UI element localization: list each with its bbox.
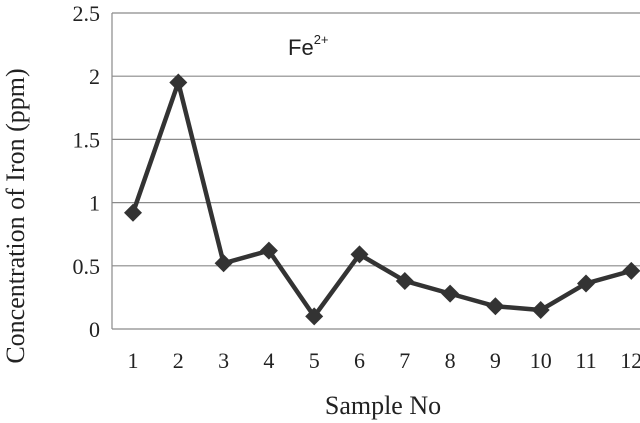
data-point-marker xyxy=(214,254,233,273)
x-tick-label: 6 xyxy=(354,348,365,373)
y-tick-label: 0 xyxy=(89,317,100,342)
data-point-marker xyxy=(124,203,142,222)
x-tick-label: 11 xyxy=(575,348,596,373)
x-tick-label: 10 xyxy=(530,348,552,373)
data-point-marker xyxy=(259,241,278,260)
gridlines xyxy=(112,12,640,330)
data-point-marker xyxy=(169,73,188,92)
x-tick-label: 7 xyxy=(399,348,410,373)
data-point-marker xyxy=(622,261,640,280)
x-tick-label: 5 xyxy=(309,348,320,373)
x-tick-label: 8 xyxy=(445,348,456,373)
x-tick-label: 4 xyxy=(263,348,274,373)
y-tick-label: 1.5 xyxy=(73,127,101,152)
x-tick-label: 3 xyxy=(218,348,229,373)
y-axis-title: Concentration of Iron (ppm) xyxy=(1,68,30,363)
data-point-marker xyxy=(577,274,595,293)
y-tick-labels: 0 0.5 1 1.5 2 2.5 xyxy=(73,1,101,342)
data-point-marker xyxy=(441,284,460,303)
data-point-marker xyxy=(350,245,369,264)
x-axis-title: Sample No xyxy=(325,391,441,420)
y-tick-label: 1 xyxy=(89,191,100,216)
y-tick-label: 2.5 xyxy=(73,1,101,26)
x-tick-label: 9 xyxy=(490,348,501,373)
data-point-marker xyxy=(531,301,550,320)
fe-annotation: Fe2+ xyxy=(288,32,329,60)
x-tick-labels: 1 2 3 4 5 6 7 8 9 10 11 12 xyxy=(128,348,640,373)
data-point-marker xyxy=(486,297,505,316)
data-point-marker xyxy=(395,271,414,290)
x-tick-label: 12 xyxy=(620,348,640,373)
fe-annotation-superscript: 2+ xyxy=(314,32,329,47)
fe-annotation-base: Fe xyxy=(288,35,314,60)
data-point-marker xyxy=(305,307,324,326)
series-line xyxy=(130,74,632,321)
y-tick-label: 0.5 xyxy=(73,254,101,279)
y-tick-label: 2 xyxy=(89,64,100,89)
series xyxy=(124,73,640,326)
x-tick-label: 1 xyxy=(128,348,139,373)
x-tick-label: 2 xyxy=(173,348,184,373)
